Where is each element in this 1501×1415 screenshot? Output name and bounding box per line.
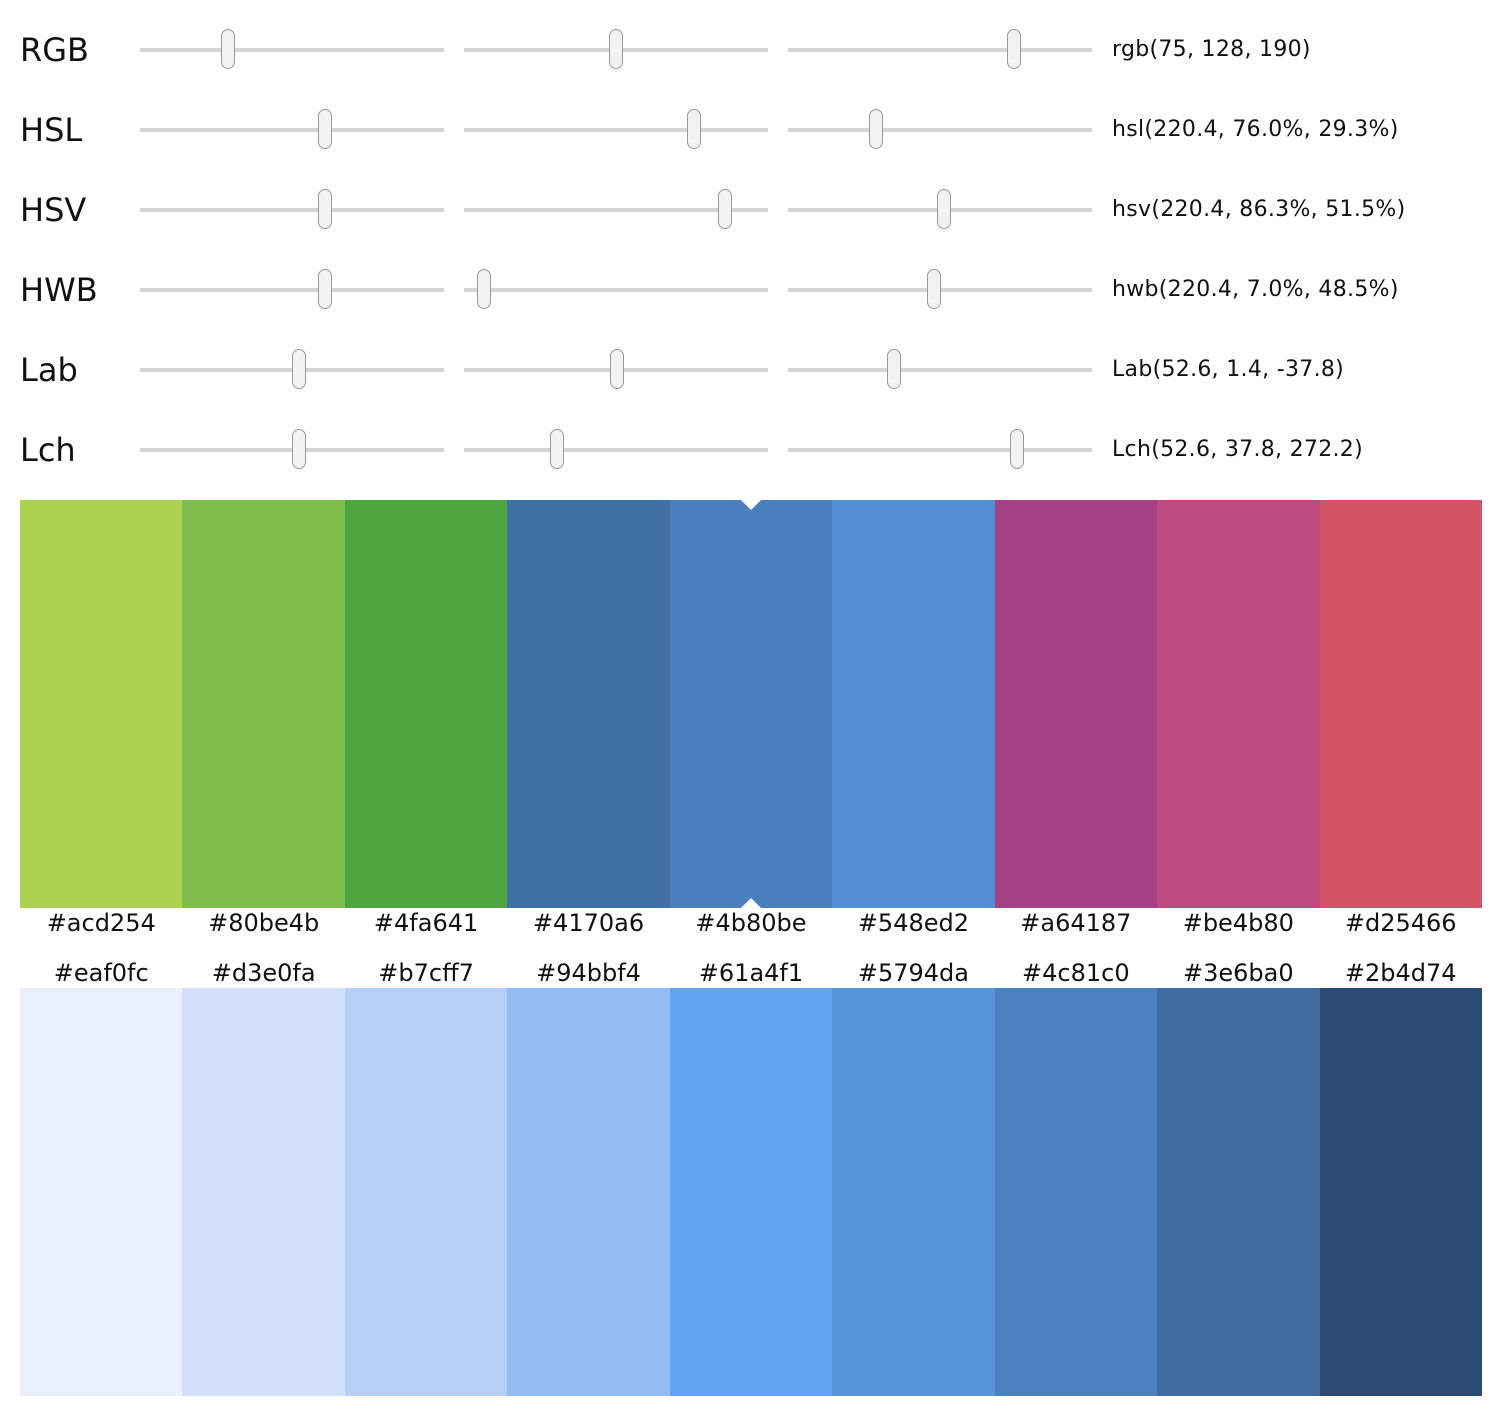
hex-label: #5794da	[857, 959, 969, 987]
color-swatch[interactable]	[182, 988, 345, 1396]
color-swatch[interactable]	[1157, 500, 1320, 908]
color-swatch[interactable]	[507, 988, 670, 1396]
model-value: hsv(220.4, 86.3%, 51.5%)	[1112, 197, 1406, 222]
row-hsv: HSV hsv(220.4, 86.3%, 51.5%)	[0, 170, 1501, 250]
color-swatch[interactable]	[507, 500, 670, 908]
slider-thumb[interactable]	[869, 109, 884, 149]
color-swatch[interactable]	[832, 500, 995, 908]
hex-label: #94bbf4	[536, 959, 641, 987]
color-swatch[interactable]	[20, 500, 183, 908]
hex-label: #80be4b	[208, 909, 320, 937]
hex-label: #2b4d74	[1344, 959, 1457, 987]
model-label: HWB	[20, 271, 98, 309]
slider-thumb[interactable]	[550, 429, 565, 469]
slider-track[interactable]	[140, 269, 444, 309]
hex-label: #eaf0fc	[53, 959, 149, 987]
model-value: rgb(75, 128, 190)	[1112, 37, 1311, 62]
slider-track[interactable]	[788, 189, 1092, 229]
model-label: HSL	[20, 111, 83, 149]
slider-thumb[interactable]	[609, 349, 624, 389]
slider-track[interactable]	[140, 109, 444, 149]
hex-label: #4170a6	[532, 909, 645, 937]
slider-thumb[interactable]	[221, 29, 236, 69]
model-label: Lch	[20, 431, 76, 469]
slider-thumb[interactable]	[477, 269, 492, 309]
slider-thumb[interactable]	[318, 109, 333, 149]
model-value: hsl(220.4, 76.0%, 29.3%)	[1112, 117, 1399, 142]
color-swatch[interactable]	[669, 500, 833, 908]
row-lab: Lab Lab(52.6, 1.4, -37.8)	[0, 330, 1501, 410]
slider-track[interactable]	[788, 429, 1092, 469]
slider-track[interactable]	[464, 269, 768, 309]
slider-thumb[interactable]	[291, 349, 306, 389]
model-label: RGB	[20, 31, 89, 69]
hex-label: #acd254	[46, 909, 156, 937]
slider-thumb[interactable]	[687, 109, 702, 149]
hue-palette-labels: #acd254 #80be4b #4fa641 #4170a6 #4b80be #548e…	[20, 908, 1482, 938]
hex-label: #548ed2	[857, 909, 969, 937]
color-swatch[interactable]	[994, 988, 1158, 1396]
slider-thumb[interactable]	[936, 189, 951, 229]
slider-thumb[interactable]	[927, 269, 942, 309]
selected-marker-bottom	[741, 898, 761, 908]
slider-thumb[interactable]	[887, 349, 902, 389]
model-label: HSV	[20, 191, 87, 229]
slider-thumb[interactable]	[1009, 429, 1024, 469]
slider-track[interactable]	[788, 29, 1092, 69]
slider-track[interactable]	[140, 349, 444, 389]
hex-label: #61a4f1	[698, 959, 804, 987]
slider-track[interactable]	[140, 29, 444, 69]
hex-label: #d25466	[1344, 909, 1457, 937]
row-hwb: HWB hwb(220.4, 7.0%, 48.5%)	[0, 250, 1501, 330]
model-label: Lab	[20, 351, 78, 389]
slider-thumb[interactable]	[718, 189, 733, 229]
slider-track[interactable]	[788, 269, 1092, 309]
slider-thumb[interactable]	[291, 429, 306, 469]
color-swatch[interactable]	[1157, 988, 1320, 1396]
hue-palette	[20, 500, 1482, 908]
model-value: Lch(52.6, 37.8, 272.2)	[1112, 437, 1363, 462]
model-value: Lab(52.6, 1.4, -37.8)	[1112, 357, 1345, 382]
hex-label: #4c81c0	[1022, 959, 1130, 987]
hex-label: #4fa641	[373, 909, 479, 937]
hex-label: #be4b80	[1182, 909, 1294, 937]
slider-track[interactable]	[464, 29, 768, 69]
slider-track[interactable]	[140, 189, 444, 229]
hex-label: #b7cff7	[378, 959, 474, 987]
slider-track[interactable]	[464, 349, 768, 389]
row-lch: Lch Lch(52.6, 37.8, 272.2)	[0, 410, 1501, 490]
row-hsl: HSL hsl(220.4, 76.0%, 29.3%)	[0, 90, 1501, 170]
slider-track[interactable]	[464, 109, 768, 149]
slider-thumb[interactable]	[318, 189, 333, 229]
slider-track[interactable]	[140, 429, 444, 469]
hex-label: #4b80be	[695, 909, 807, 937]
slider-track[interactable]	[788, 349, 1092, 389]
slider-track[interactable]	[464, 429, 768, 469]
color-swatch[interactable]	[182, 500, 345, 908]
slider-track[interactable]	[464, 189, 768, 229]
color-swatch[interactable]	[1319, 988, 1482, 1396]
model-value: hwb(220.4, 7.0%, 48.5%)	[1112, 277, 1399, 302]
slider-thumb[interactable]	[1006, 29, 1021, 69]
row-rgb: RGB rgb(75, 128, 190)	[0, 10, 1501, 90]
color-swatch[interactable]	[669, 988, 833, 1396]
hex-label: #a64187	[1020, 909, 1132, 937]
selected-marker-top	[741, 500, 761, 510]
color-swatch[interactable]	[344, 988, 508, 1396]
hex-label: #d3e0fa	[211, 959, 316, 987]
slider-thumb[interactable]	[318, 269, 333, 309]
color-swatch[interactable]	[20, 988, 183, 1396]
shade-palette	[20, 988, 1482, 1396]
color-swatch[interactable]	[344, 500, 508, 908]
color-swatch[interactable]	[832, 988, 995, 1396]
slider-track[interactable]	[788, 109, 1092, 149]
hex-label: #3e6ba0	[1182, 959, 1294, 987]
color-swatch[interactable]	[994, 500, 1158, 908]
slider-thumb[interactable]	[608, 29, 623, 69]
color-swatch[interactable]	[1319, 500, 1482, 908]
shade-palette-labels: #eaf0fc #d3e0fa #b7cff7 #94bbf4 #61a4f1 #5794…	[20, 958, 1482, 988]
